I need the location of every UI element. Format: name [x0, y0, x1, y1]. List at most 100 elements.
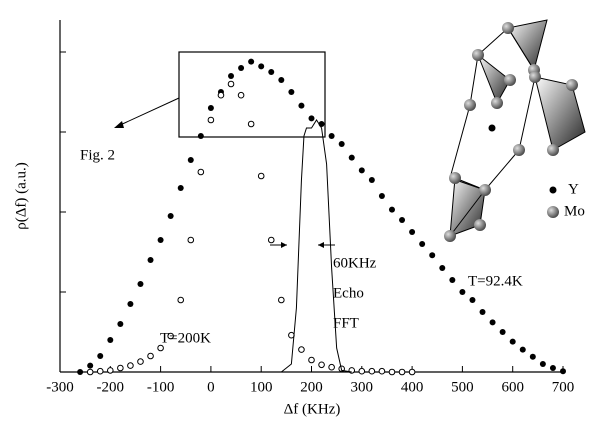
data-point — [549, 365, 556, 371]
data-point — [399, 217, 406, 223]
data-point — [127, 301, 134, 307]
data-point — [187, 236, 195, 244]
x-axis-label: Δf (KHz) — [284, 401, 341, 417]
data-point — [388, 206, 395, 213]
data-point — [298, 346, 305, 353]
x-tick-label: 300 — [351, 379, 374, 395]
x-tick-label: 200 — [300, 379, 323, 395]
data-point — [338, 141, 345, 147]
data-point — [348, 367, 356, 374]
arrow-head — [114, 121, 124, 128]
x-tick-label: -200 — [97, 379, 125, 395]
data-point — [87, 362, 94, 369]
data-point — [247, 120, 255, 128]
series-label: T=200K — [160, 330, 211, 346]
data-point — [197, 133, 204, 139]
data-point — [117, 321, 124, 327]
fft-line — [281, 119, 352, 373]
data-point — [157, 344, 164, 352]
data-point — [489, 319, 496, 326]
data-point — [187, 157, 194, 163]
data-point — [328, 133, 335, 139]
data-point — [348, 154, 355, 161]
data-point — [429, 252, 436, 259]
data-point — [167, 332, 174, 340]
data-point — [529, 353, 536, 360]
data-point — [459, 289, 466, 295]
x-tick-label: 600 — [501, 379, 524, 395]
data-point — [237, 91, 245, 99]
series-label: 60KHz — [333, 255, 377, 271]
arrow-head — [318, 242, 324, 248]
data-point — [197, 168, 205, 176]
x-tick-label: 0 — [207, 379, 215, 395]
data-point — [177, 296, 185, 304]
zoom-box — [178, 51, 326, 138]
x-tick-label: -100 — [147, 379, 175, 395]
data-point — [117, 364, 124, 372]
data-point — [378, 367, 386, 375]
data-point — [288, 89, 295, 95]
data-point — [519, 346, 526, 353]
data-point — [328, 363, 335, 371]
data-point — [258, 63, 265, 70]
zoom-arrow — [117, 97, 180, 127]
data-point — [278, 77, 285, 83]
data-point — [107, 367, 114, 374]
data-point — [127, 362, 134, 369]
data-point — [308, 115, 315, 122]
data-point — [137, 281, 144, 287]
data-point — [449, 277, 456, 283]
data-point — [97, 353, 104, 359]
series-label: Echo — [333, 285, 364, 301]
series-label: FFT — [333, 315, 359, 331]
data-point — [157, 237, 164, 243]
data-point — [388, 368, 396, 376]
y-axis-label: ρ(Δf) (a.u.) — [13, 162, 29, 230]
series-label: T=92.4K — [468, 273, 523, 289]
x-tick-label: 400 — [401, 379, 424, 395]
x-tick-label: -300 — [46, 379, 74, 395]
inset-legend-label: Mo — [564, 203, 585, 219]
data-point — [509, 338, 516, 345]
arrow-head — [281, 242, 287, 248]
data-point — [469, 297, 476, 303]
data-point — [308, 356, 315, 364]
data-point — [499, 329, 506, 335]
data-point — [107, 337, 114, 343]
data-point — [419, 241, 426, 247]
data-point — [409, 229, 416, 235]
data-point — [228, 73, 235, 79]
figure-ref: Fig. 2 — [80, 147, 115, 163]
data-point — [368, 177, 375, 183]
data-point — [560, 368, 566, 375]
inset-legend-label: Y — [568, 181, 579, 197]
data-point — [408, 368, 416, 376]
data-point — [368, 367, 376, 375]
data-point — [479, 309, 486, 315]
data-point — [207, 116, 215, 124]
data-point — [147, 352, 154, 360]
x-tick-label: 100 — [250, 379, 273, 395]
data-point — [278, 296, 285, 304]
data-point — [177, 185, 184, 191]
data-point — [227, 80, 235, 88]
data-point — [267, 236, 275, 244]
data-point — [378, 193, 385, 199]
data-point — [167, 213, 174, 219]
data-point — [96, 367, 104, 375]
data-point — [86, 368, 94, 376]
data-point — [318, 361, 325, 369]
data-point — [539, 361, 546, 367]
data-point — [147, 257, 154, 263]
data-point — [298, 102, 305, 109]
data-point — [358, 167, 365, 174]
structure-inset — [444, 19, 586, 242]
data-point — [439, 265, 446, 271]
data-point — [77, 369, 84, 375]
data-point — [248, 58, 255, 65]
data-point — [358, 367, 366, 375]
data-point — [257, 172, 265, 180]
x-tick-label: 500 — [451, 379, 474, 395]
